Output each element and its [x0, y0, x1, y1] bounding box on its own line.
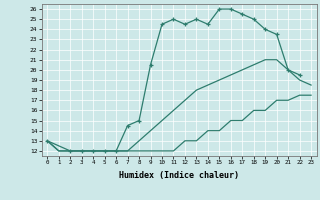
X-axis label: Humidex (Indice chaleur): Humidex (Indice chaleur): [119, 171, 239, 180]
